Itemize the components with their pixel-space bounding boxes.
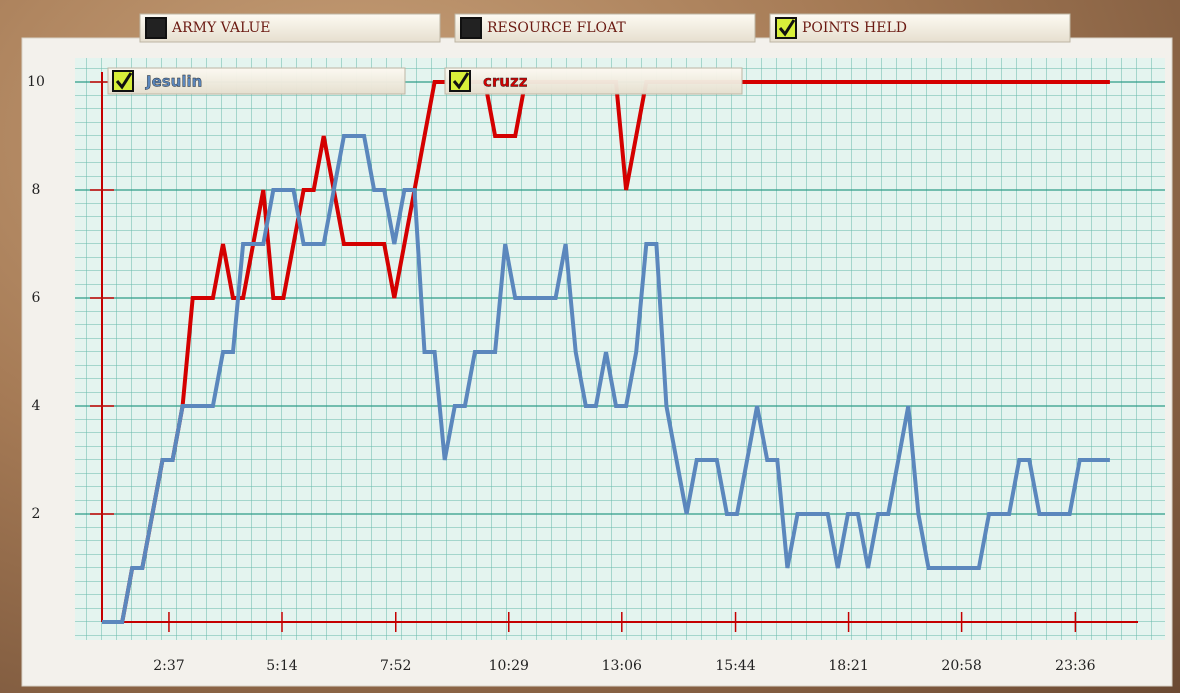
- x-tick-label: 20:58: [941, 658, 981, 674]
- checkbox[interactable]: [145, 17, 167, 39]
- tab-label: POINTS HELD: [802, 20, 907, 36]
- y-tick-label: 4: [32, 398, 41, 414]
- x-tick-label: 13:06: [602, 658, 642, 674]
- tab-button[interactable]: [454, 13, 756, 43]
- check-mark: [115, 72, 133, 90]
- tab-label: ARMY VALUE: [171, 20, 271, 36]
- x-tick-label: 15:44: [715, 658, 755, 674]
- legend-button[interactable]: [444, 67, 743, 95]
- y-tick-label: 10: [27, 74, 45, 90]
- y-tick-label: 2: [32, 506, 41, 522]
- y-tick-label: 6: [32, 290, 41, 306]
- legend-label: Jesulin: [145, 73, 202, 91]
- tab-button[interactable]: [769, 13, 1071, 43]
- legend-button[interactable]: [107, 67, 406, 95]
- x-tick-label: 5:14: [266, 658, 298, 674]
- checkbox[interactable]: [460, 17, 482, 39]
- legend-label: cruzz: [483, 73, 528, 91]
- series-line: [102, 134, 1110, 624]
- x-tick-label: 7:52: [380, 658, 411, 674]
- tab-label: RESOURCE FLOAT: [487, 20, 626, 36]
- tab-button[interactable]: [139, 13, 441, 43]
- x-tick-label: 23:36: [1055, 658, 1095, 674]
- x-tick-label: 2:37: [153, 658, 184, 674]
- check-mark: [778, 19, 796, 37]
- x-tick-label: 18:21: [828, 658, 868, 674]
- check-mark: [452, 72, 470, 90]
- y-tick-label: 8: [32, 182, 41, 198]
- x-tick-label: 10:29: [489, 658, 529, 674]
